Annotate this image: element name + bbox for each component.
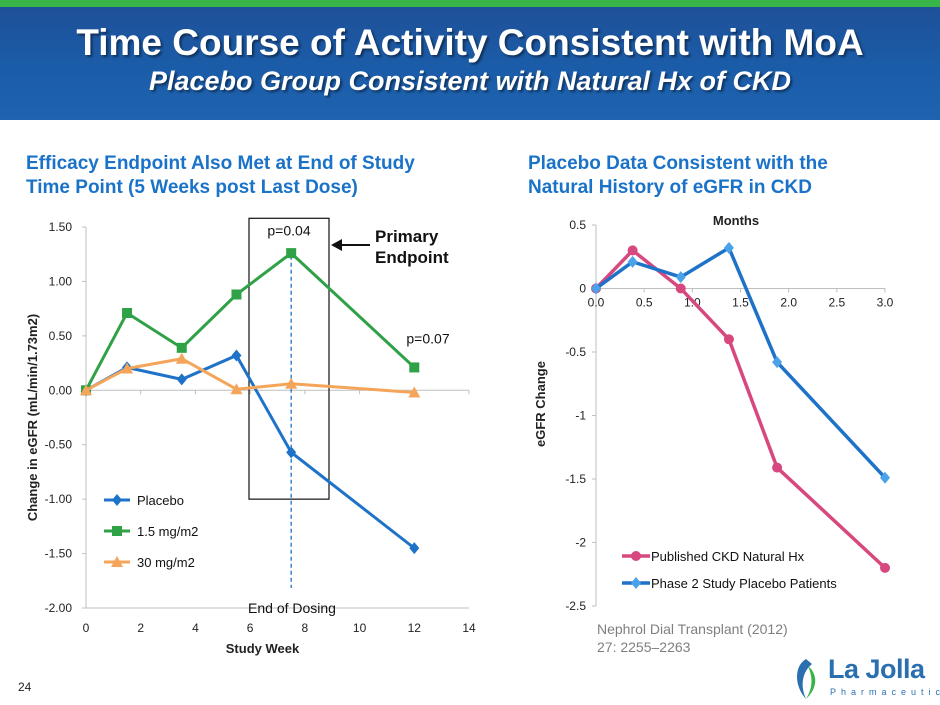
y-tick-label: -2.00 [45,601,73,615]
y-tick-label: -1.50 [45,547,73,561]
series-line-1 [85,353,416,550]
data-point [408,386,421,398]
legend-label-1: Published CKD Natural Hx [651,549,805,564]
x-tick-label: 4 [192,621,199,635]
data-point [231,289,242,300]
data-point [627,255,638,268]
data-point [285,377,298,389]
page-number: 24 [18,680,32,694]
data-point [409,542,420,555]
y-tick-label: 0.50 [49,329,73,343]
natural-history-chart: 0.50-0.5-1-1.5-2-2.50.0 0.5 1.0 1.5 2.0 2.5 3.… [533,213,894,613]
y-tick-label: -1 [575,409,586,423]
x-tick-label: 8 [302,621,309,635]
data-point [880,471,890,484]
y-tick-label: -2 [575,536,586,550]
logo-swirl-icon [797,659,816,699]
logo-subtitle: Pharmaceutical [830,687,940,697]
data-point [723,334,734,345]
y-tick-label: -2.5 [565,599,586,613]
series-line-2 [84,251,416,391]
y-tick-label: -0.5 [565,345,586,359]
header-banner: Time Course of Activity Consistent with … [0,0,940,120]
logo-name: La Jolla [828,654,925,684]
x-tick-label: 12 [408,621,422,635]
legend-marker [112,526,122,536]
y-tick-label: 1.00 [49,274,73,288]
series-line-2 [594,245,887,479]
legend-label-3: 30 mg/m2 [137,555,195,570]
series-line-3 [85,357,415,394]
data-point [122,307,133,318]
data-point [176,373,187,386]
y-tick-label: 0 [579,282,586,296]
data-point [880,562,890,573]
data-point [409,362,420,373]
data-point [723,241,734,254]
data-point [772,462,783,473]
x-tick-label: 6 [247,621,254,635]
y-tick-label: -1.5 [565,472,586,486]
page-title: Time Course of Activity Consistent with … [76,22,864,63]
efficacy-chart: 1.50 1.00 0.50 0.00 -0.50 -1.00 -1.50 -2.00 0 2 4 6… [25,217,476,656]
endpoint-box [248,217,330,500]
data-point [772,356,783,369]
citation: Nephrol Dial Transplant (2012) 27: 2255–… [597,621,788,655]
page-subtitle: Placebo Group Consistent with Natural Hx… [148,66,792,96]
data-point [286,446,297,459]
x-tick-label: 1.5 [732,296,749,310]
y-axis-title: eGFR Change [533,361,548,447]
legend-marker [631,577,641,589]
y-tick-label: 0.00 [49,383,73,397]
legend-marker [112,494,122,506]
green-stripe [0,0,940,7]
data-point [627,245,638,256]
data-point [175,352,188,364]
legend-label-2: Phase 2 Study Placebo Patients [651,576,837,591]
y-tick-label: -0.50 [45,438,73,452]
x-tick-label: 2.5 [828,296,845,310]
data-point [230,383,243,395]
primary-endpoint-label-line2: Endpoint [375,248,449,267]
y-tick-label: 1.50 [49,220,73,234]
x-axis-title: Study Week [226,641,300,656]
x-tick-label: 2 [137,621,144,635]
legend-marker [631,551,641,561]
data-point [121,362,134,374]
data-point [675,271,686,284]
end-of-dosing-label: End of Dosing [248,600,336,616]
x-tick-label: 0.5 [636,296,653,310]
y-tick-label: 0.5 [569,218,586,232]
legend-label-2: 1.5 mg/m2 [137,524,198,539]
data-point [80,384,92,396]
x-tick-label: 0.0 [588,296,605,310]
legend-label-1: Placebo [137,493,184,508]
x-tick-label: 0 [83,621,90,635]
y-axis-title: Change in eGFR (mL/min/1.73m2) [25,314,40,521]
x-axis-title: Months [713,213,759,228]
x-tick-label: 2.0 [780,296,797,310]
x-tick-label: 3.0 [877,296,894,310]
right-heading: Placebo Data Consistent with the Natural… [528,153,828,198]
p-value-primary: p=0.04 [267,223,310,239]
p-value-end: p=0.07 [406,330,449,346]
x-tick-label: 10 [353,621,367,635]
data-point [286,248,297,259]
series-line-1 [594,248,887,570]
x-tick-label: 14 [462,621,476,635]
company-logo: La Jolla Pharmaceutical [788,654,940,702]
data-point [591,282,601,295]
left-heading: Efficacy Endpoint Also Met at End of Stu… [26,153,415,198]
data-point [176,342,187,353]
data-point [231,349,242,362]
legend-marker [111,556,123,567]
primary-arrow-head [331,239,342,251]
y-tick-label: -1.00 [45,492,73,506]
primary-endpoint-label-line1: Primary [375,227,439,246]
data-point [675,283,686,294]
